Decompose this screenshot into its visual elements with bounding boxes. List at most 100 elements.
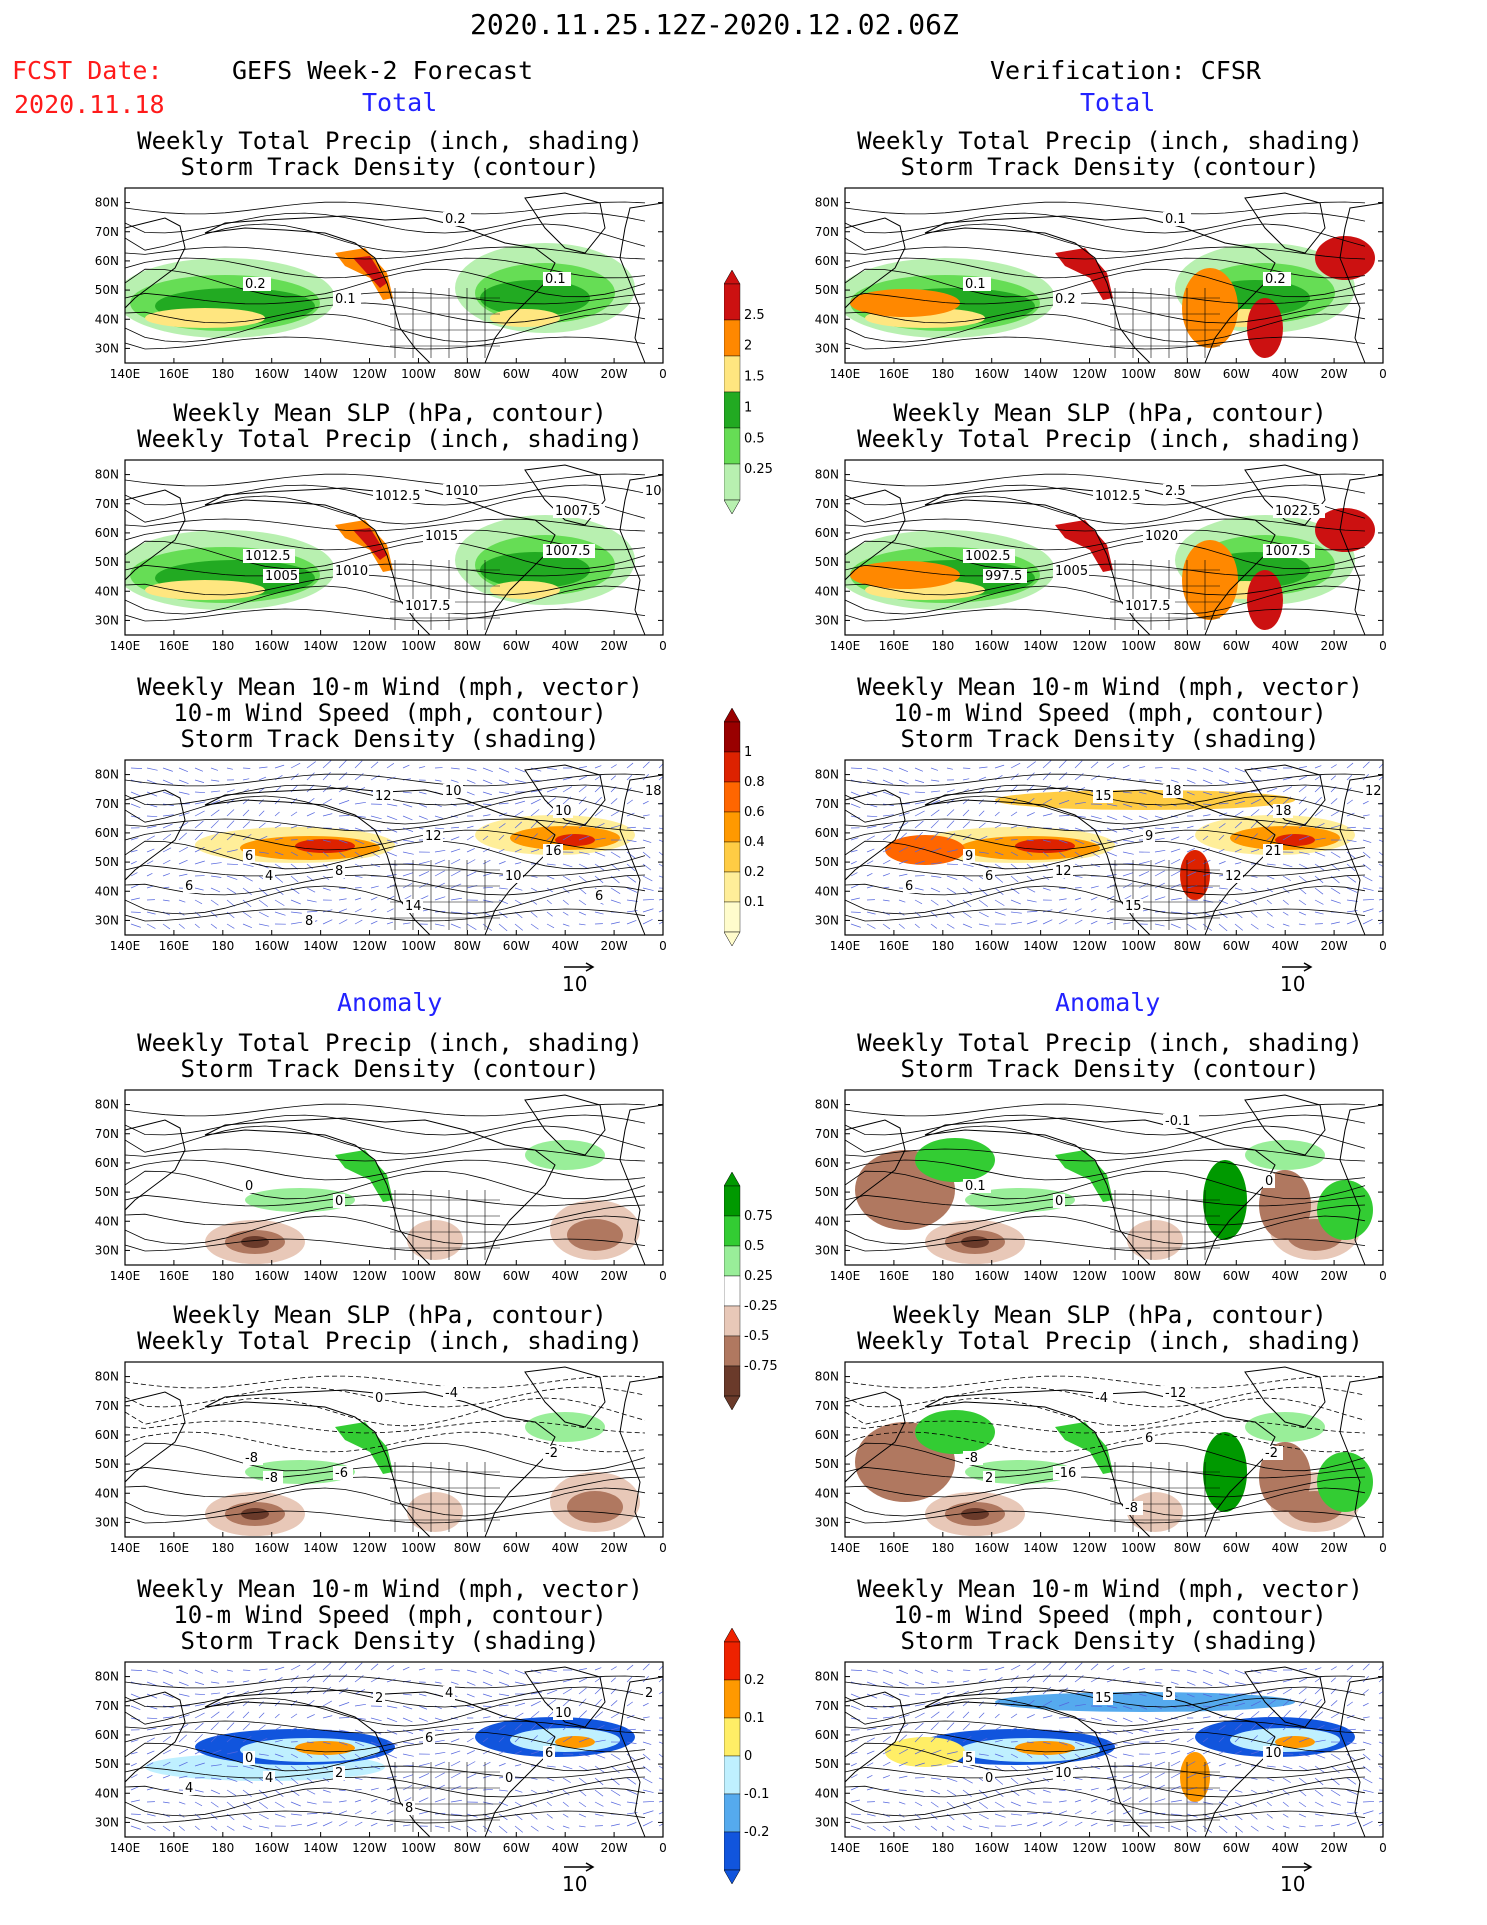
contour-label-bg [263, 869, 275, 883]
lat-label: 30N [815, 341, 839, 355]
contour-label: 6 [545, 1746, 553, 1761]
contour-label-bg [243, 549, 295, 563]
ra3-vector-ref: 10 [1280, 1862, 1314, 1896]
lat-label: 70N [815, 1399, 839, 1413]
colorbar-segment [723, 1831, 741, 1871]
contour-label-bg [333, 1194, 345, 1208]
contour-label: 12 [425, 829, 442, 844]
contour-label: 14 [405, 899, 422, 914]
lon-label: 180 [211, 1269, 234, 1283]
contour-label: 1007.5 [1265, 544, 1311, 559]
contour-label-bg [963, 849, 975, 863]
contour-label-bg [1053, 292, 1081, 306]
lat-label: 30N [95, 613, 119, 627]
lon-label: 100W [401, 1841, 436, 1855]
la3-vector-ref: 10 [562, 1862, 596, 1896]
lon-label: 100W [401, 639, 436, 653]
lon-label: 140W [303, 367, 338, 381]
contour-label: 4 [265, 1771, 273, 1786]
colorbar-label: 0.4 [744, 835, 765, 850]
la2-title: Weekly Mean SLP (hPa, contour) Weekly Tot… [137, 1301, 643, 1355]
lon-label: 160E [159, 639, 190, 653]
lon-label: 80W [454, 639, 481, 653]
contour-label-bg [373, 789, 393, 803]
contour-label: 4 [185, 1781, 193, 1796]
lon-label: 60W [1223, 939, 1250, 953]
contour-label-bg [643, 484, 663, 498]
lon-label: 140E [830, 939, 861, 953]
lon-label: 60W [1223, 639, 1250, 653]
contour-label: -4 [1095, 1391, 1108, 1406]
map-ra2: -8 -16 -12 -2 -4 2 6 -8 80N 70N 60N 50N 40N 30N 140E 16… [815, 1361, 1387, 1555]
contour-label: 1007.5 [555, 504, 601, 519]
contour-label: 0.1 [545, 272, 566, 287]
lat-label: 80N [815, 1670, 839, 1684]
la1-title: Weekly Total Precip (inch, shading) Storm… [137, 1029, 643, 1083]
coastlines [845, 1666, 1383, 1837]
contour-label: 12 [1225, 869, 1242, 884]
lon-label: 140W [1023, 1841, 1058, 1855]
lon-label: 180 [211, 1541, 234, 1555]
precip-shade [850, 561, 960, 589]
contour-label-bg [503, 869, 523, 883]
contour-label-bg [1053, 564, 1089, 578]
lon-label: 120W [1072, 367, 1107, 381]
lon-label: 120W [352, 939, 387, 953]
contour-label-bg [243, 1179, 255, 1193]
precip-shade [353, 256, 387, 288]
contour-label: 16 [545, 844, 562, 859]
contour-label-bg [1123, 1501, 1143, 1515]
lon-label: 40W [552, 367, 579, 381]
contour-label-bg [543, 544, 595, 558]
colorbar-segment [723, 1755, 741, 1795]
contour-label: 6 [595, 889, 603, 904]
contour-label-bg [423, 1731, 435, 1745]
lon-label: 140E [110, 939, 141, 953]
coastlines [845, 1094, 1383, 1265]
contour-label: 1017.5 [405, 599, 451, 614]
lon-label: 180 [931, 367, 954, 381]
colorbar-cap [723, 1869, 741, 1885]
contour-label: 1012.5 [375, 489, 421, 504]
lon-label: 0 [1379, 1841, 1387, 1855]
colorbar-segment [723, 1365, 741, 1397]
contour-label: 1005 [265, 569, 298, 584]
map-rt2: 1002.5 1005 2.5 1007.5 1012.5 997.5 1020 1017.5… [815, 459, 1387, 653]
contour-label: 0.2 [1265, 272, 1286, 287]
lon-label: 140E [110, 1541, 141, 1555]
forecast-title: GEFS Week-2 Forecast [232, 56, 534, 85]
precip-shade [1182, 540, 1238, 620]
lon-label: 100W [401, 939, 436, 953]
contour-label-bg [1163, 484, 1191, 498]
storm-shade [995, 790, 1295, 810]
lat-label: 70N [95, 497, 119, 511]
contour-label-bg [593, 889, 605, 903]
lat-label: 50N [815, 555, 839, 569]
colorbar-label: 1 [744, 400, 752, 415]
colorbar-segment [723, 901, 741, 933]
contour-label: 0.2 [1055, 292, 1076, 307]
lon-label: 80W [1174, 367, 1201, 381]
map-lt2: 1012.5 1010 1010 1007.5 1012.5 1005 1015 1017.5… [95, 459, 667, 653]
contour-label: -6 [335, 1466, 348, 1481]
lon-label: 0 [659, 367, 667, 381]
lon-label: 120W [352, 639, 387, 653]
lat-label: 70N [815, 1127, 839, 1141]
anom-shade [335, 1150, 393, 1202]
contour-label-bg [1223, 869, 1243, 883]
contour-label: 1012.5 [245, 549, 291, 564]
lon-label: 100W [1121, 367, 1156, 381]
lon-label: 160E [159, 939, 190, 953]
contour-label-bg [1053, 864, 1073, 878]
contour-label-bg [1053, 1466, 1081, 1480]
colorbar-segment [723, 871, 741, 903]
lon-label: 140W [303, 1541, 338, 1555]
contour-label: 8 [405, 1801, 413, 1816]
contour-label-bg [983, 569, 1027, 583]
contour-label: 6 [905, 879, 913, 894]
lat-label: 30N [815, 1815, 839, 1829]
contour-label-bg [963, 1179, 991, 1193]
contour-label: 4 [445, 1686, 453, 1701]
contour-label: 4 [265, 869, 273, 884]
storm-shade [1180, 1752, 1210, 1802]
